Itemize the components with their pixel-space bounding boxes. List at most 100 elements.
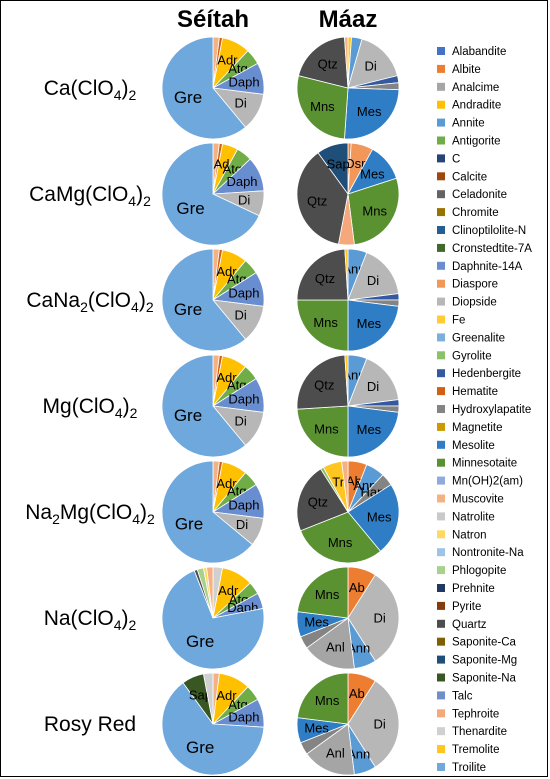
legend-swatch [437, 619, 445, 628]
legend-swatch [437, 315, 445, 324]
pie-slice [347, 299, 400, 352]
legend-label: Annite [452, 118, 485, 130]
legend-label: Tephroite [452, 708, 499, 720]
pie-slice [161, 248, 247, 352]
legend-swatch [437, 530, 445, 539]
slice-label: Daph [228, 392, 259, 407]
legend-label: Natron [452, 529, 487, 541]
slice-label: Mns [315, 587, 340, 602]
legend-label: Daphnite-14A [452, 261, 523, 273]
legend-swatch [437, 190, 445, 199]
legend-item: Diopside [437, 297, 497, 309]
legend-swatch [437, 279, 445, 288]
pie-slice [347, 484, 400, 552]
slice-label: Di [367, 273, 379, 288]
row-label: CaMg(ClO4)2 [29, 183, 151, 209]
column-header-maaz: Máaz [319, 6, 378, 33]
legend-item: Hematite [437, 386, 498, 398]
pie-slice [347, 252, 400, 301]
row-label-part: 4 [128, 193, 136, 209]
slice-label: Adr [217, 52, 238, 67]
legend-swatch [437, 405, 445, 413]
slice-label: Adr [216, 370, 237, 385]
slice-label: Mes [367, 509, 392, 524]
legend-item: Minnesotaite [437, 458, 517, 470]
row-label-part: 4 [114, 617, 122, 633]
row-label-part: 4 [115, 405, 123, 421]
legend-swatch [437, 118, 445, 127]
slice-label: Mes [304, 615, 329, 630]
slice-label: Mes [360, 166, 385, 181]
legend-item: Natrolite [437, 511, 495, 523]
legend-label: Albite [452, 64, 481, 76]
slice-label: Qtz [307, 193, 327, 208]
legend-label: Diopside [452, 297, 497, 309]
legend: Alabandite Albite Analcime Andradite Annite A… [437, 46, 532, 774]
legend-label: Diaspore [452, 279, 498, 291]
slice-label: Mes [357, 104, 382, 119]
slice-label: Qtz [318, 56, 338, 71]
row-label-part: Ca(ClO [44, 77, 114, 100]
legend-swatch [437, 494, 445, 503]
pie-slice [347, 177, 400, 246]
pie-slice [344, 87, 400, 140]
row-label-part: Rosy Red [44, 713, 136, 736]
slice-label: Di [373, 717, 385, 732]
legend-swatch [437, 745, 445, 754]
legend-swatch [437, 297, 445, 306]
pie-slice [300, 511, 382, 564]
legend-label: Cronstedtite-7A [452, 243, 532, 255]
slice-label: Di [365, 59, 377, 74]
slice-label: Di [238, 192, 250, 207]
pie-slice [296, 405, 349, 458]
legend-swatch [437, 637, 445, 646]
slice-label: Daph [229, 75, 260, 90]
row-label-part: 2 [129, 617, 137, 633]
legend-swatch [437, 548, 445, 557]
pie-slice [296, 672, 349, 725]
slice-label: Mns [328, 535, 353, 550]
legend-swatch [437, 82, 445, 91]
slice-label: Adr [216, 476, 237, 491]
legend-item: Alabandite [437, 46, 506, 58]
slice-label: Mns [362, 203, 387, 218]
legend-item: Andradite [437, 100, 501, 112]
legend-label: Alabandite [452, 46, 506, 58]
pie-slice [347, 574, 400, 662]
legend-swatch [437, 333, 445, 342]
row-label: Rosy Red [44, 713, 136, 736]
pie-slice [161, 570, 265, 670]
slice-label: Ab [349, 686, 365, 701]
legend-label: Natrolite [452, 511, 495, 523]
legend-item: Natron [437, 529, 487, 541]
slice-label: Gre [174, 88, 202, 107]
legend-swatch [437, 566, 445, 575]
legend-label: Mesolite [452, 440, 495, 452]
legend-swatch [437, 136, 445, 145]
legend-swatch [437, 691, 445, 700]
slice-label: Ann [347, 746, 370, 761]
slice-label: Sap [327, 156, 350, 171]
legend-swatch [437, 655, 445, 664]
legend-label: Muscovite [452, 494, 504, 506]
legend-item: Hedenbergite [437, 368, 521, 380]
legend-label: Hematite [452, 386, 498, 398]
legend-swatch [437, 673, 445, 682]
legend-swatch [437, 727, 445, 736]
row-labels: Ca(ClO4)2CaMg(ClO4)2CaNa2(ClO4)2Mg(ClO4)… [25, 77, 155, 736]
pie-slice [347, 358, 400, 407]
row-label-part: 2 [146, 299, 154, 315]
legend-swatch [437, 584, 445, 592]
row-label-part: 2 [130, 405, 138, 421]
legend-swatch [437, 154, 445, 163]
slice-label: Qtz [308, 495, 328, 510]
row-label: Ca(ClO4)2 [44, 77, 137, 103]
slice-label: Di [235, 96, 247, 111]
